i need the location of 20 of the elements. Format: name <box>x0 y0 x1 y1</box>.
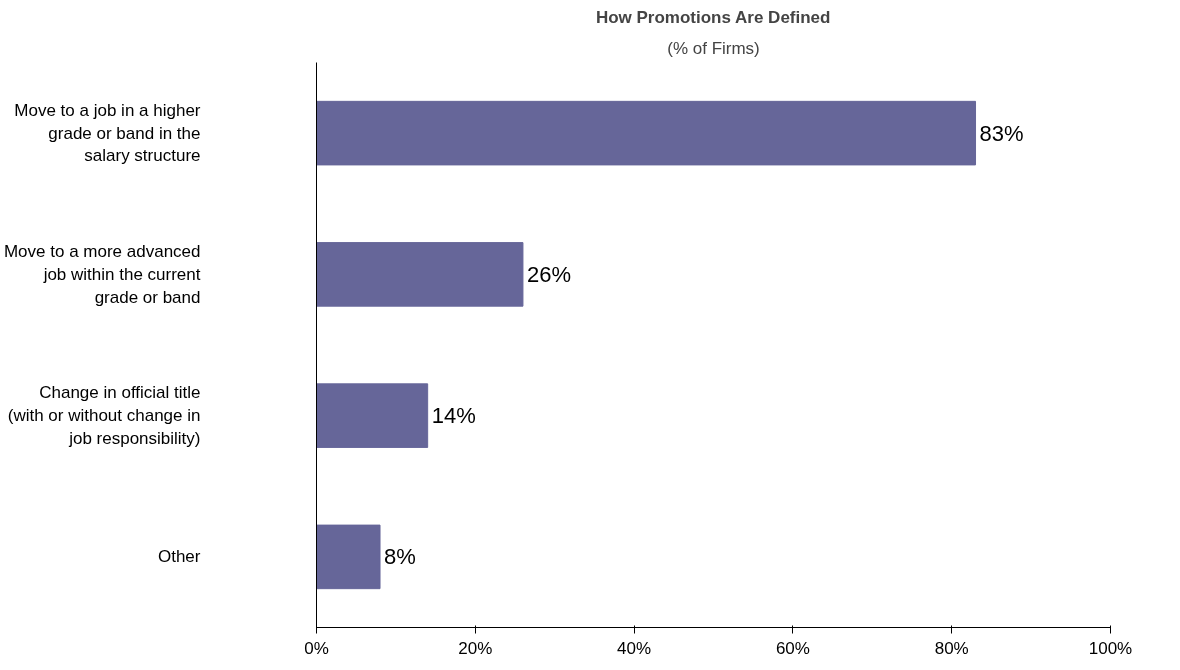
data-label: 83% <box>979 120 1024 146</box>
chart-subtitle: (% of Firms) <box>667 38 760 58</box>
data-label: 8% <box>384 544 416 570</box>
x-tick-label: 40% <box>617 638 652 658</box>
x-tick-label: 0% <box>304 638 329 658</box>
bar <box>316 524 381 590</box>
x-tick-label: 20% <box>458 638 493 658</box>
bar <box>316 242 524 307</box>
data-label: 26% <box>526 261 571 287</box>
bar <box>316 383 429 448</box>
data-label: 14% <box>431 403 476 429</box>
x-tick-label: 60% <box>775 638 810 658</box>
bar <box>316 100 977 166</box>
x-tick-label: 80% <box>934 638 969 658</box>
y-tick-label: Change in official title (with or without change in job responsibility) <box>7 383 201 448</box>
x-tick-label: 100% <box>1088 638 1133 658</box>
y-tick-label: Move to a job in a higher grade or band in the salary structure <box>14 100 201 166</box>
chart-title: How Promotions Are Defined <box>595 7 831 27</box>
y-tick-label: Other <box>157 547 201 567</box>
y-tick-label: Move to a more advanced job within the current grade or band <box>3 242 201 307</box>
